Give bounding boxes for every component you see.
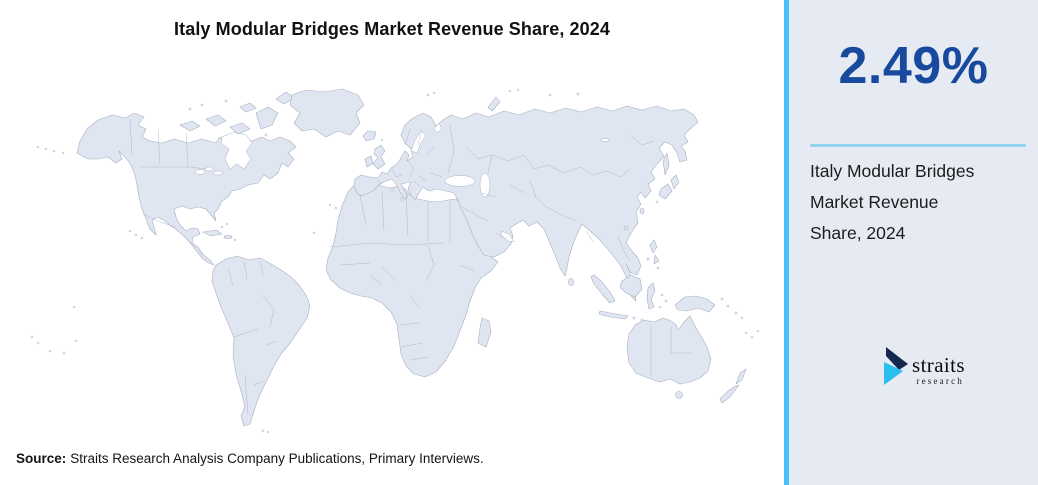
persian-gulf: [500, 230, 515, 243]
description-line-2: Market Revenue: [810, 192, 939, 212]
island-iceland: [362, 130, 377, 142]
revenue-share-value: 2.49%: [838, 37, 989, 95]
island-philippines: [649, 239, 658, 254]
straits-research-logo-icon: [884, 347, 908, 385]
island-cuba: [202, 229, 223, 237]
island-ireland: [364, 155, 374, 168]
landmass-greenland: [289, 88, 365, 138]
island-tasmania: [675, 391, 683, 399]
great-lake: [204, 166, 214, 172]
logo-brand-text: straits: [912, 353, 965, 377]
island-japan: [658, 183, 673, 200]
panel-divider: [810, 144, 1026, 147]
landmass-australia: [626, 315, 712, 385]
island-japan: [670, 174, 680, 190]
lake-baikal: [600, 138, 610, 142]
arctic-island: [205, 114, 227, 127]
island-sri-lanka: [568, 278, 574, 286]
description-line-1: Italy Modular Bridges: [810, 161, 975, 181]
great-lake: [194, 169, 206, 175]
caspian-sea: [479, 172, 491, 198]
island-new-zealand-north: [735, 368, 747, 385]
white-sea: [433, 122, 443, 134]
island-sumatra: [590, 274, 616, 304]
island-hainan: [623, 225, 629, 231]
arctic-island: [179, 120, 201, 132]
island-hispaniola: [223, 235, 233, 239]
island-sakhalin: [662, 152, 670, 176]
straits-research-logo: straits research: [884, 347, 965, 386]
island-java: [598, 310, 629, 320]
source-attribution: Source: Straits Research Analysis Company…: [16, 451, 484, 466]
source-label: Source:: [16, 451, 67, 466]
island-taiwan: [639, 207, 645, 215]
island-new-zealand-south: [719, 384, 740, 404]
description-line-3: Share, 2024: [810, 223, 906, 243]
page-title: Italy Modular Bridges Market Revenue Sha…: [174, 19, 610, 39]
country-borders: [129, 118, 691, 416]
landmass-africa: [325, 178, 499, 378]
logo-wordmark: straits research: [912, 347, 965, 387]
arctic-island: [239, 102, 257, 113]
island-great-britain: [372, 144, 386, 170]
island-novaya-zemlya: [487, 96, 501, 112]
source-text: Straits Research Analysis Company Public…: [70, 451, 484, 466]
island-philippines: [653, 254, 660, 265]
island-sulawesi: [646, 282, 656, 310]
island-new-guinea: [674, 295, 716, 313]
landmass-south-america: [211, 255, 311, 427]
stat-side-panel: 2.49% Italy Modular Bridges Market Reven…: [784, 0, 1038, 485]
arctic-island-baffin: [255, 106, 279, 130]
revenue-share-description: Italy Modular Bridges Market Revenue Sha…: [810, 156, 1020, 249]
landmasses: [30, 88, 760, 434]
black-sea: [444, 175, 476, 187]
hudson-bay: [220, 131, 253, 170]
world-map: [30, 88, 760, 434]
island-madagascar: [477, 317, 492, 348]
landmass-north-america: [76, 112, 297, 266]
great-lake: [213, 170, 223, 176]
logo-sub-text: research: [916, 376, 964, 386]
arctic-island: [229, 122, 251, 135]
island-borneo: [619, 274, 643, 298]
